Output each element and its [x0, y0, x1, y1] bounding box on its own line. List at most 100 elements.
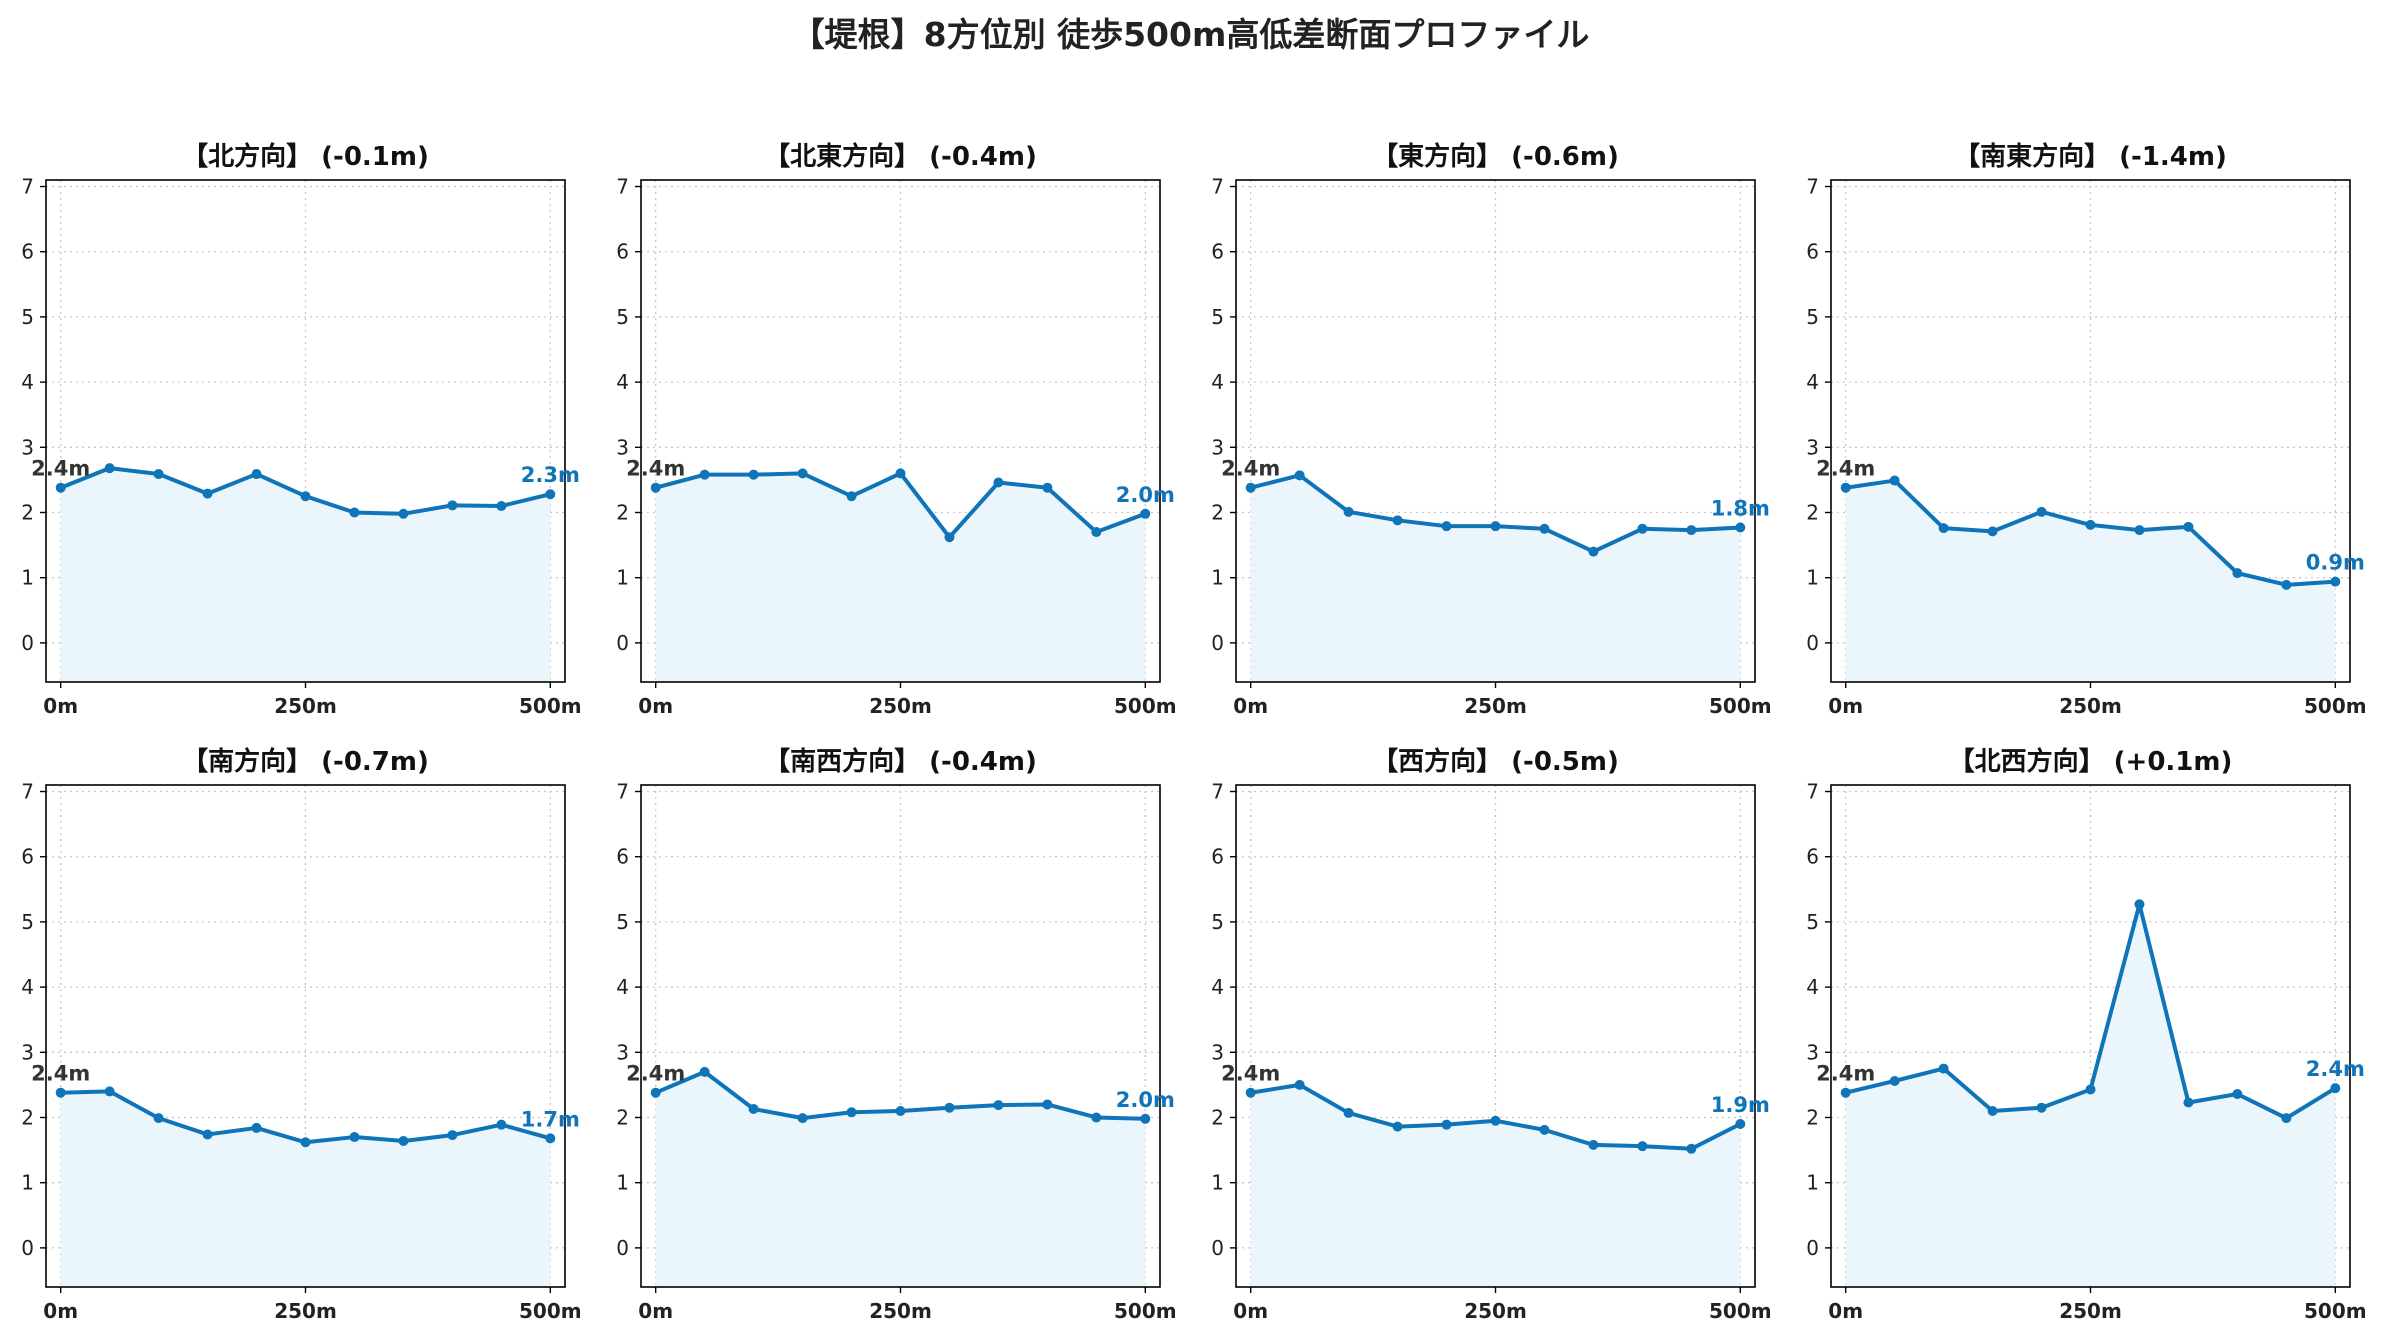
- elevation-point: [895, 1105, 906, 1116]
- elevation-point: [1245, 482, 1256, 493]
- y-tick-label: 3: [616, 1040, 629, 1064]
- y-tick-label: 4: [616, 370, 629, 394]
- x-tick-label: 250m: [1464, 694, 1527, 718]
- chart-title: 【北方向】 (-0.1m): [182, 141, 429, 172]
- elevation-point: [1637, 523, 1648, 534]
- y-tick-label: 7: [1806, 175, 1819, 199]
- y-tick-label: 0: [21, 631, 34, 655]
- elevation-point: [993, 477, 1004, 488]
- elevation-point: [797, 468, 808, 479]
- x-tick-label: 250m: [274, 1299, 337, 1323]
- y-tick-label: 2: [1806, 500, 1819, 524]
- y-tick-label: 1: [1211, 566, 1224, 590]
- y-tick-label: 5: [1211, 910, 1224, 934]
- y-tick-label: 1: [1211, 1171, 1224, 1195]
- y-tick-label: 2: [21, 500, 34, 524]
- end-value-label: 2.0m: [1116, 483, 1175, 507]
- chart-svg-east: 【東方向】 (-0.6m) 0 1 2 3 4 5 6 7 0m 250m 500m 2.4m 1.8m: [1211, 141, 1771, 718]
- y-tick-label: 1: [1806, 1171, 1819, 1195]
- elevation-point: [1735, 522, 1746, 533]
- elevation-point: [1735, 1119, 1746, 1130]
- y-tick-label: 7: [21, 175, 34, 199]
- elevation-point: [1889, 1075, 1900, 1086]
- elevation-point: [1490, 521, 1501, 532]
- end-value-label: 1.7m: [521, 1107, 580, 1131]
- elevation-point: [2330, 1083, 2341, 1094]
- y-tick-label: 7: [1211, 780, 1224, 804]
- chart-title: 【西方向】 (-0.5m): [1372, 746, 1619, 777]
- y-tick-label: 6: [616, 240, 629, 264]
- elevation-point: [1840, 482, 1851, 493]
- elevation-point: [1392, 1121, 1403, 1132]
- chart-svg-west: 【西方向】 (-0.5m) 0 1 2 3 4 5 6 7 0m 250m 500m 2.4m 1.9m: [1211, 746, 1771, 1323]
- y-tick-label: 7: [616, 175, 629, 199]
- elevation-point: [1686, 1143, 1697, 1154]
- x-tick-label: 500m: [1114, 1299, 1177, 1323]
- elevation-point: [1686, 525, 1697, 536]
- elevation-point: [202, 1129, 213, 1140]
- y-tick-label: 6: [1211, 240, 1224, 264]
- chart-svg-southeast: 【南東方向】 (-1.4m) 0 1 2 3 4 5 6 7 0m 250m 500m 2.4m 0.9m: [1806, 141, 2366, 718]
- x-tick-label: 0m: [638, 1299, 673, 1323]
- end-value-label: 2.4m: [2306, 1057, 2365, 1081]
- elevation-point: [1042, 482, 1053, 493]
- elevation-area: [1250, 475, 1741, 682]
- y-tick-label: 5: [1806, 305, 1819, 329]
- elevation-point: [1392, 515, 1403, 526]
- chart-panel-north: 【北方向】 (-0.1m) 0 1 2 3 4 5 6 7 0m 250m 500m 2.4m 2.3m: [0, 130, 595, 730]
- chart-title: 【南西方向】 (-0.4m): [764, 746, 1037, 777]
- elevation-point: [2036, 506, 2047, 517]
- elevation-point: [2232, 568, 2243, 579]
- y-tick-label: 6: [1806, 845, 1819, 869]
- start-value-label: 2.4m: [1816, 457, 1875, 481]
- y-tick-label: 5: [616, 305, 629, 329]
- elevation-point: [2036, 1102, 2047, 1113]
- x-tick-label: 500m: [519, 1299, 582, 1323]
- y-tick-label: 1: [21, 566, 34, 590]
- y-tick-label: 0: [616, 631, 629, 655]
- y-tick-label: 4: [21, 975, 34, 999]
- elevation-point: [1441, 1119, 1452, 1130]
- end-value-label: 2.3m: [521, 463, 580, 487]
- chart-panel-northeast: 【北東方向】 (-0.4m) 0 1 2 3 4 5 6 7 0m 250m 500m 2.4m 2.0m: [595, 130, 1190, 730]
- start-value-label: 2.4m: [1221, 1062, 1280, 1086]
- elevation-point: [1840, 1087, 1851, 1098]
- y-tick-label: 0: [1211, 1236, 1224, 1260]
- elevation-point: [1539, 523, 1550, 534]
- chart-title: 【北東方向】 (-0.4m): [764, 141, 1037, 172]
- y-tick-label: 3: [1806, 1040, 1819, 1064]
- elevation-point: [55, 482, 66, 493]
- elevation-point: [846, 491, 857, 502]
- elevation-point: [699, 1066, 710, 1077]
- start-value-label: 2.4m: [31, 457, 90, 481]
- y-tick-label: 1: [616, 566, 629, 590]
- elevation-point: [1588, 546, 1599, 557]
- y-tick-label: 2: [616, 1105, 629, 1129]
- x-tick-label: 250m: [2059, 1299, 2122, 1323]
- y-tick-label: 1: [616, 1171, 629, 1195]
- elevation-point: [993, 1100, 1004, 1111]
- elevation-point: [1441, 521, 1452, 532]
- y-tick-label: 3: [1211, 1040, 1224, 1064]
- end-value-label: 0.9m: [2306, 551, 2365, 575]
- elevation-point: [1343, 506, 1354, 517]
- y-tick-label: 5: [616, 910, 629, 934]
- y-tick-label: 6: [616, 845, 629, 869]
- elevation-point: [1987, 1105, 1998, 1116]
- x-tick-label: 500m: [1114, 694, 1177, 718]
- elevation-point: [1539, 1124, 1550, 1135]
- elevation-point: [447, 500, 458, 511]
- elevation-point: [202, 488, 213, 499]
- elevation-point: [1938, 1063, 1949, 1074]
- y-tick-label: 6: [21, 845, 34, 869]
- x-tick-label: 0m: [1828, 694, 1863, 718]
- elevation-point: [1294, 1079, 1305, 1090]
- elevation-point: [1091, 527, 1102, 538]
- x-tick-label: 0m: [638, 694, 673, 718]
- x-tick-label: 250m: [869, 694, 932, 718]
- elevation-point: [398, 508, 409, 519]
- elevation-point: [1637, 1141, 1648, 1152]
- y-tick-label: 6: [21, 240, 34, 264]
- elevation-point: [1245, 1087, 1256, 1098]
